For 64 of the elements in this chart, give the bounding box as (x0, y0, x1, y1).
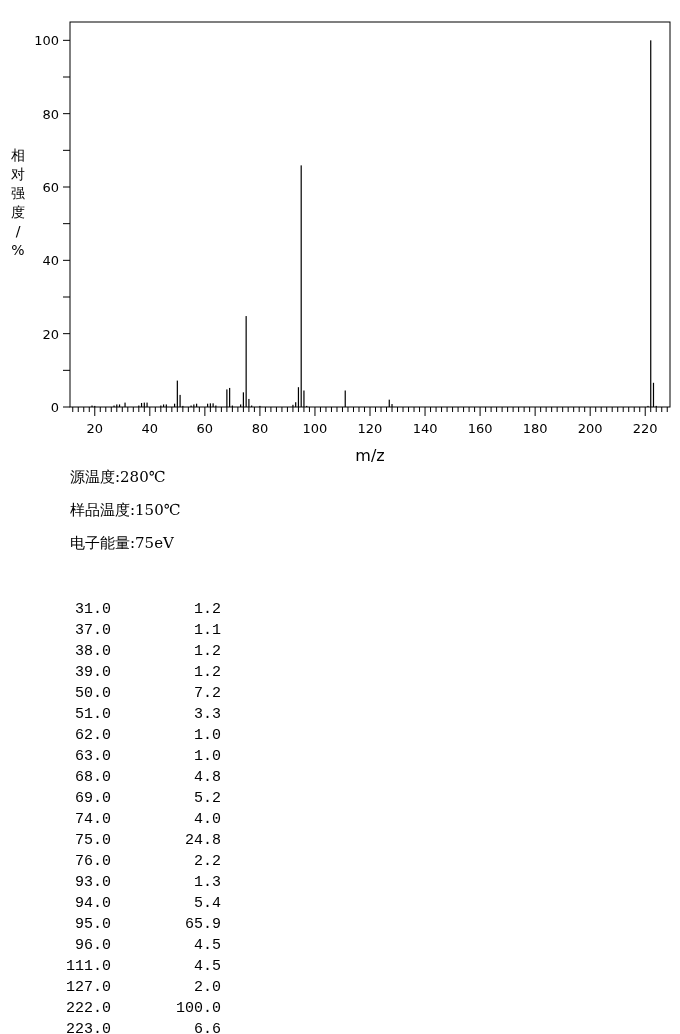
text: 50.0 (74, 685, 111, 702)
text: 1.2 (193, 601, 221, 618)
y-tick-label: 0 (50, 400, 59, 415)
text: 223.0 (65, 1021, 111, 1034)
text: 38.0 (74, 643, 111, 660)
text: 76.0 (74, 853, 111, 870)
x-tick-label: 120 (357, 421, 383, 436)
x-tick-label: 20 (86, 421, 104, 436)
x-tick-label: 160 (467, 421, 493, 436)
y-tick-label: 80 (42, 106, 59, 122)
text: 62.0 (74, 727, 111, 744)
text: 95.0 (74, 916, 111, 933)
text: 2.2 (193, 853, 221, 870)
text: 1.0 (193, 748, 221, 765)
y-axis-title: 相对强度/% (11, 147, 25, 258)
text: 1.2 (193, 664, 221, 681)
text: 75.0 (74, 832, 111, 849)
text: 51.0 (74, 706, 111, 723)
text: 1.2 (193, 643, 221, 660)
x-axis-title: m/z (355, 446, 385, 465)
text: 127.0 (65, 979, 111, 996)
x-tick-label: 140 (412, 421, 438, 436)
text: 3.3 (193, 706, 221, 723)
text: 69.0 (74, 790, 111, 807)
text: 63.0 (74, 748, 111, 765)
text: 24.8 (184, 832, 221, 849)
x-tick-label: 60 (196, 421, 214, 436)
text: 6.6 (193, 1021, 221, 1034)
y-tick-label: 60 (42, 180, 59, 195)
x-tick-label: 180 (522, 421, 548, 436)
x-tick-label: 40 (141, 421, 159, 436)
text: 222.0 (65, 1000, 111, 1017)
text: 111.0 (65, 958, 111, 975)
x-tick-label: 220 (632, 421, 658, 436)
text: 39.0 (74, 664, 111, 681)
y-tick-label: 100 (34, 33, 59, 49)
text: 1.1 (193, 622, 221, 639)
text: 4.5 (193, 958, 221, 975)
text: 94.0 (74, 895, 111, 912)
text: 4.5 (193, 937, 221, 954)
text: 37.0 (74, 622, 111, 639)
x-tick-label: 100 (302, 421, 328, 436)
text: 样品温度:150℃ (70, 501, 181, 519)
text: 5.4 (193, 895, 221, 912)
text: 31.0 (74, 601, 111, 618)
y-tick-label: 40 (42, 253, 59, 269)
text: 68.0 (74, 769, 111, 786)
text: 100.0 (175, 1000, 221, 1017)
text: 2.0 (193, 979, 221, 996)
text: 7.2 (193, 685, 221, 702)
text: 4.0 (193, 811, 221, 828)
text: 电子能量:75eV (70, 534, 176, 552)
text: 65.9 (184, 916, 221, 933)
text: 源温度:280℃ (70, 468, 166, 486)
text: 5.2 (193, 790, 221, 807)
x-tick-label: 80 (251, 421, 269, 436)
text: 1.0 (193, 727, 221, 744)
x-tick-label: 200 (577, 421, 603, 436)
text: 93.0 (74, 874, 111, 891)
text: 96.0 (74, 937, 111, 954)
text: 1.3 (193, 874, 221, 891)
text: 74.0 (74, 811, 111, 828)
text: 4.8 (193, 769, 221, 786)
y-tick-label: 20 (42, 326, 59, 342)
